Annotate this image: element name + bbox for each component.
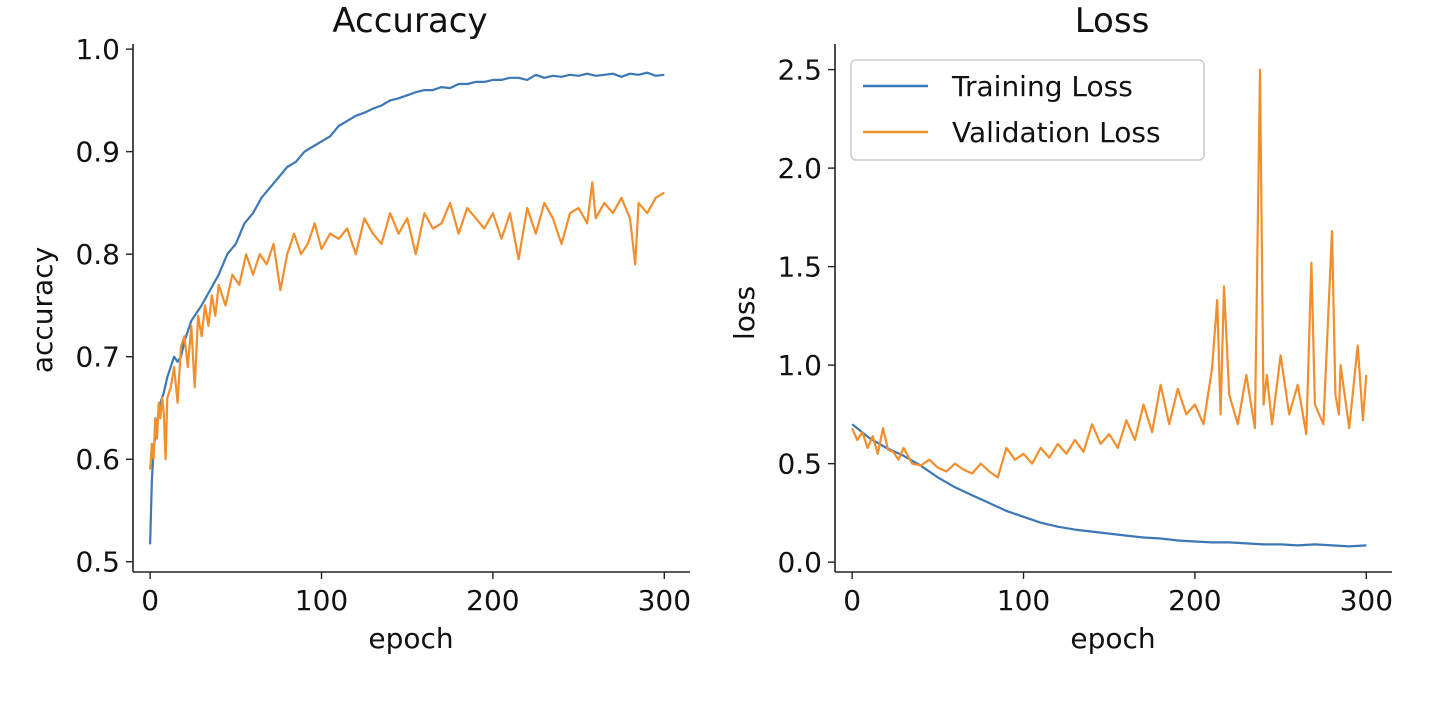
accuracy-series-training-accuracy <box>149 71 665 545</box>
legend: Training Loss Validation Loss <box>850 59 1205 161</box>
accuracy-y-tick-label: 1.0 <box>75 33 120 66</box>
loss-y-tick-label: 2.0 <box>777 152 822 185</box>
accuracy-y-tick-label: 0.9 <box>75 136 120 169</box>
accuracy-title: Accuracy <box>332 1 487 41</box>
loss-y-tick-label: 0.5 <box>777 448 822 481</box>
loss-title: Loss <box>1075 1 1150 41</box>
loss-x-tick-label: 0 <box>843 584 861 617</box>
loss-ylabel: loss <box>728 286 761 340</box>
loss-plot: Loss epoch loss Training Loss Validation… <box>728 1 1393 655</box>
accuracy-plot: Accuracy epoch accuracy 0 100 200 300 0.5 0.6… <box>26 1 691 655</box>
loss-x-tick-label: 300 <box>1340 584 1393 617</box>
accuracy-ylabel: accuracy <box>26 247 59 373</box>
loss-xlabel: epoch <box>1070 622 1155 655</box>
accuracy-y-tick-label: 0.8 <box>75 238 120 271</box>
accuracy-xlabel: epoch <box>368 622 453 655</box>
legend-label-training-loss: Training Loss <box>951 70 1133 103</box>
accuracy-x-tick-label: 100 <box>295 584 348 617</box>
accuracy-x-tick-label: 200 <box>466 584 519 617</box>
loss-y-tick-label: 2.5 <box>777 54 822 87</box>
accuracy-series <box>149 71 665 545</box>
loss-y-tick-label: 1.0 <box>777 349 822 382</box>
loss-y-tick-label: 0.0 <box>777 546 822 579</box>
accuracy-x-tick-label: 0 <box>141 584 159 617</box>
loss-series-training-loss <box>851 423 1367 548</box>
loss-x-tick-label: 200 <box>1168 584 1221 617</box>
loss-series <box>851 68 1368 548</box>
loss-y-tick-label: 1.5 <box>777 251 822 284</box>
legend-box <box>850 59 1205 161</box>
accuracy-y-tick-label: 0.5 <box>75 546 120 579</box>
accuracy-series-validation-accuracy <box>149 181 665 470</box>
accuracy-y-tick-label: 0.7 <box>75 341 120 374</box>
legend-label-validation-loss: Validation Loss <box>952 116 1161 149</box>
accuracy-x-tick-label: 300 <box>638 584 691 617</box>
accuracy-y-tick-label: 0.6 <box>75 443 120 476</box>
loss-x-tick-label: 100 <box>997 584 1050 617</box>
loss-series-validation-loss <box>851 68 1368 479</box>
